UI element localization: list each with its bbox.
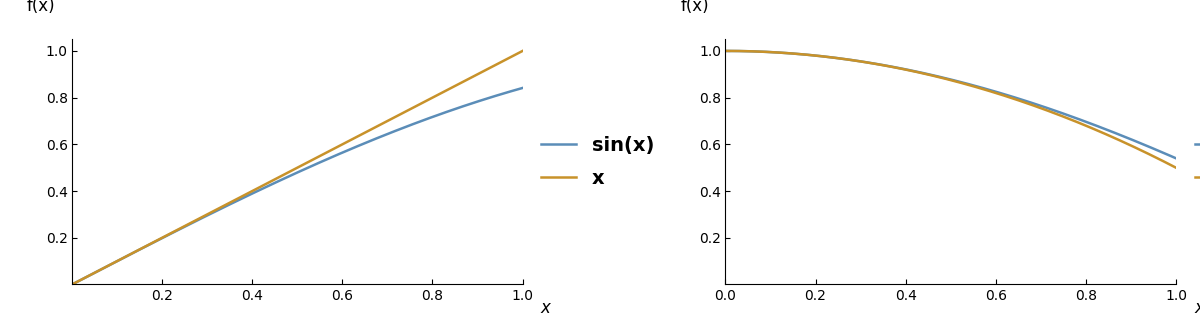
sin(x)	[308, 162, 323, 166]
1-x^2/2	[962, 83, 977, 87]
sin(x)	[516, 86, 530, 90]
x	[308, 156, 323, 160]
cos(x)	[962, 82, 977, 86]
sin(x)	[278, 176, 293, 180]
sin(x)	[334, 152, 348, 156]
Text: x: x	[1194, 299, 1200, 317]
cos(x)	[1169, 156, 1183, 160]
cos(x)	[1158, 152, 1172, 156]
x	[504, 55, 518, 59]
cos(x)	[935, 76, 949, 79]
x	[334, 144, 348, 147]
sin(x)	[282, 175, 296, 179]
Line: x: x	[72, 51, 523, 284]
x	[516, 49, 530, 53]
x	[65, 283, 79, 286]
cos(x)	[1087, 123, 1102, 127]
1-x^2/2	[932, 75, 947, 79]
1-x^2/2	[1158, 160, 1172, 164]
Line: cos(x): cos(x)	[725, 51, 1176, 158]
x	[282, 170, 296, 174]
Text: x: x	[541, 299, 551, 317]
x	[278, 172, 293, 176]
Legend: cos(x), 1-x^2/2: cos(x), 1-x^2/2	[1195, 136, 1200, 188]
Line: 1-x^2/2: 1-x^2/2	[725, 51, 1176, 168]
Text: f(x): f(x)	[680, 0, 709, 15]
Text: f(x): f(x)	[26, 0, 55, 15]
cos(x)	[932, 75, 947, 79]
1-x^2/2	[935, 76, 949, 80]
1-x^2/2	[986, 90, 1001, 94]
sin(x)	[504, 89, 518, 93]
1-x^2/2	[1169, 166, 1183, 170]
cos(x)	[718, 49, 732, 53]
sin(x)	[434, 112, 449, 116]
x	[434, 91, 449, 95]
cos(x)	[986, 89, 1001, 93]
Line: sin(x): sin(x)	[72, 88, 523, 284]
Legend: sin(x), x: sin(x), x	[541, 136, 654, 188]
1-x^2/2	[718, 49, 732, 53]
1-x^2/2	[1087, 128, 1102, 131]
sin(x)	[65, 283, 79, 286]
